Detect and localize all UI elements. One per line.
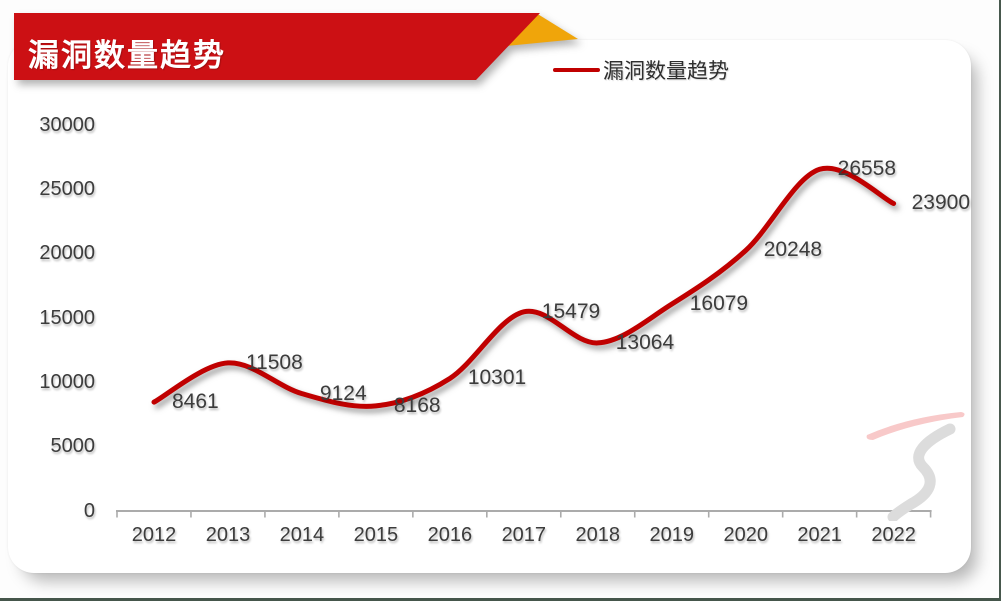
data-label: 8461 [171, 390, 219, 414]
watermark-pink-stroke-icon [866, 412, 965, 440]
chart-card [8, 40, 971, 573]
data-label: 23900 [911, 191, 971, 215]
x-axis [116, 510, 932, 518]
brand-watermark-icon [866, 412, 965, 521]
data-label: 15479 [541, 299, 601, 323]
x-axis-label: 2014 [279, 524, 325, 546]
y-axis-label: 30000 [39, 113, 95, 136]
y-axis-label: 25000 [39, 177, 95, 200]
legend-series-label: 漏洞数量趋势 [603, 60, 729, 83]
data-label: 10301 [467, 366, 527, 390]
legend-line-marker-icon [553, 68, 600, 72]
x-axis-label: 2022 [871, 524, 916, 546]
watermark-gray-s-stroke-icon [887, 423, 956, 521]
banner-gold-accent-icon [506, 13, 578, 46]
y-axis-label: 20000 [39, 242, 95, 265]
x-axis-label: 2017 [501, 524, 547, 546]
x-axis-label: 2015 [353, 524, 399, 546]
y-axis-label: 0 [83, 499, 95, 522]
data-label: 9124 [319, 381, 367, 405]
data-label: 8168 [393, 393, 441, 417]
trend-line [151, 165, 897, 409]
data-label: 26558 [837, 157, 897, 181]
x-axis-label: 2012 [131, 524, 177, 546]
page-title: 漏洞数量趋势 [28, 38, 226, 73]
y-axis-label: 15000 [39, 306, 95, 329]
legend: 漏洞数量趋势 [553, 55, 729, 85]
data-label: 16079 [689, 292, 749, 316]
x-axis-label: 2016 [427, 524, 473, 546]
x-axis-label: 2021 [797, 524, 842, 546]
x-axis-label: 2018 [575, 524, 621, 546]
x-axis-label: 2020 [723, 524, 768, 546]
banner-red-ribbon [14, 13, 540, 80]
title-banner [14, 13, 578, 80]
x-axis-label: 2013 [205, 524, 251, 546]
data-label: 13064 [615, 330, 675, 354]
y-axis-label: 10000 [39, 370, 95, 393]
data-label: 11508 [245, 350, 303, 374]
y-axis-label: 5000 [50, 435, 96, 458]
x-axis-label: 2019 [649, 524, 694, 546]
data-label: 20248 [763, 238, 823, 262]
